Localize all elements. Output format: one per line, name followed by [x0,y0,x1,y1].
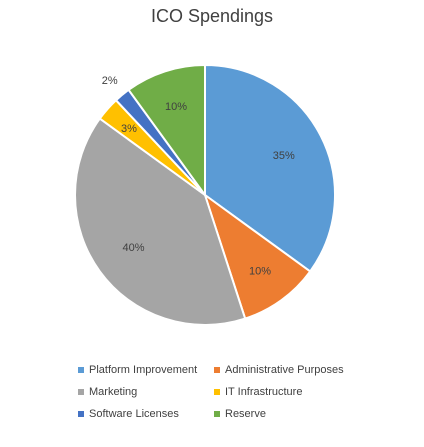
legend-swatch [78,411,84,417]
legend-swatch [214,411,220,417]
legend-label: Administrative Purposes [225,364,344,376]
legend-item: Reserve [214,408,266,420]
legend-swatch [214,389,220,395]
pie-slice-platform-improvement [204,63,336,273]
legend-swatch [78,389,84,395]
pie-slice-label: 10% [249,266,271,278]
legend-label: Reserve [225,408,266,420]
legend-label: IT Infrastructure [225,386,303,398]
legend-swatch [214,367,220,373]
legend-label: Platform Improvement [89,364,198,376]
legend-item: Administrative Purposes [214,364,344,376]
legend-item: Platform Improvement [78,364,197,376]
legend-item: IT Infrastructure [214,386,302,398]
pie-slice-administrative-purposes [203,192,312,320]
legend-label: Software Licenses [89,408,179,420]
pie-slice-label: 35% [273,150,295,162]
pie-slice-label: 3% [121,123,137,135]
legend-label: Marketing [89,386,138,398]
legend-item: Software Licenses [78,408,179,420]
pie-slice-reserve [127,63,206,199]
pie-slice-marketing [74,117,247,326]
chart-title: ICO Spendings [150,6,274,26]
legend-swatch [78,367,84,373]
pie-slice-label: 10% [165,101,187,113]
pie-slice-label: 40% [122,242,144,254]
pie-slice-label: 2% [102,75,118,87]
legend-item: Marketing [78,386,137,398]
